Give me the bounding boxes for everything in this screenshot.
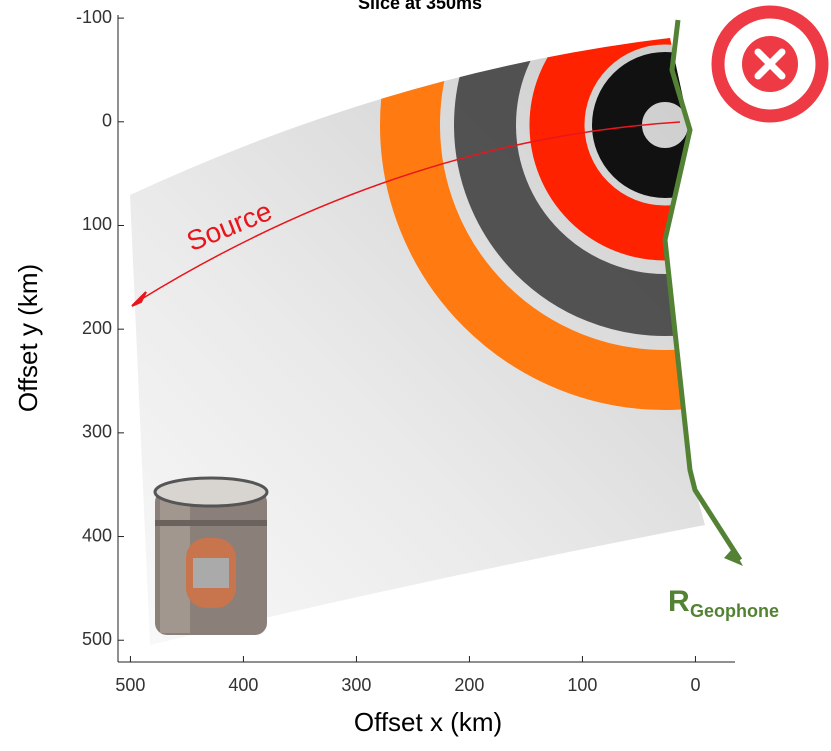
x-tick-label: 300 xyxy=(341,675,371,695)
y-tick-label: 200 xyxy=(82,318,112,338)
receiver-subscript: Geophone xyxy=(690,601,779,621)
x-tick-label: 0 xyxy=(690,675,700,695)
arrow-head xyxy=(724,548,743,566)
y-tick-label: 300 xyxy=(82,422,112,442)
x-tick-label: 100 xyxy=(567,675,597,695)
geophone-picture xyxy=(153,476,269,635)
y-tick-label: 500 xyxy=(82,629,112,649)
y-tick-label: 0 xyxy=(102,111,112,131)
x-tick-label: 200 xyxy=(454,675,484,695)
close-icon[interactable] xyxy=(711,5,829,123)
x-tick-label: 400 xyxy=(228,675,258,695)
y-tick-label: 400 xyxy=(82,525,112,545)
y-tick-label: -100 xyxy=(76,7,112,27)
chart-title: Slice at 350ms xyxy=(358,0,482,13)
source-arrow xyxy=(139,121,681,301)
geophone-line xyxy=(662,19,743,562)
y-axis-label: Offset y (km) xyxy=(13,264,43,412)
receiver-label: R xyxy=(668,585,690,618)
x-axis-label: Offset x (km) xyxy=(354,707,502,737)
y-tick-label: 100 xyxy=(82,214,112,234)
arrow-head xyxy=(131,291,147,307)
x-tick-label: 500 xyxy=(115,675,145,695)
